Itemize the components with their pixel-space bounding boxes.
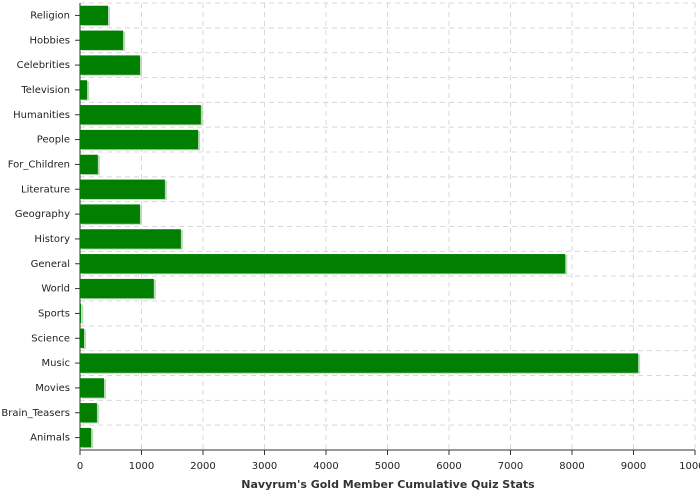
bar	[80, 179, 165, 199]
x-tick-label: 5000	[375, 461, 400, 472]
y-tick-label: Music	[42, 358, 70, 369]
y-tick-label: Science	[31, 333, 70, 344]
x-tick-label: 1000	[129, 461, 154, 472]
y-tick-label: Sports	[38, 308, 70, 319]
bar	[80, 129, 199, 150]
y-tick-label: Movies	[35, 383, 70, 394]
x-tick-label: 10000	[679, 461, 700, 472]
bar	[80, 254, 566, 274]
bar	[80, 378, 104, 398]
bar	[80, 303, 82, 324]
bar	[80, 5, 108, 26]
bar	[80, 353, 639, 373]
bar	[80, 427, 92, 448]
bar	[80, 278, 154, 299]
x-tick-label: 0	[77, 461, 83, 472]
bar-shadow	[82, 329, 86, 349]
bar	[80, 229, 181, 249]
y-tick-label: People	[37, 135, 70, 146]
x-tick-label: 7000	[498, 461, 523, 472]
y-tick-label: Brain_Teasers	[1, 408, 70, 419]
y-tick-label: Religion	[30, 10, 70, 21]
x-tick-label: 4000	[313, 461, 338, 472]
x-tick-label: 3000	[252, 461, 277, 472]
bar	[80, 204, 140, 224]
y-tick-label: Celebrities	[17, 60, 70, 71]
y-tick-label: World	[41, 284, 70, 295]
y-tick-label: General	[31, 259, 70, 270]
y-tick-label: Television	[20, 85, 70, 96]
bar	[80, 105, 201, 125]
y-tick-label: Humanities	[13, 110, 70, 121]
y-tick-label: Literature	[21, 184, 70, 195]
y-tick-label: For_Children	[8, 159, 70, 170]
chart-title: Navyrum's Gold Member Cumulative Quiz St…	[241, 478, 535, 491]
y-tick-label: Hobbies	[30, 35, 70, 46]
x-tick-label: 8000	[559, 461, 584, 472]
x-tick-label: 6000	[436, 461, 461, 472]
bar	[80, 80, 88, 100]
y-tick-label: History	[34, 234, 70, 245]
bar	[80, 328, 84, 348]
bar-shadow	[82, 304, 84, 325]
bar	[80, 403, 97, 423]
y-tick-label: Geography	[15, 209, 70, 220]
x-tick-label: 9000	[621, 461, 646, 472]
bar	[80, 30, 124, 50]
x-tick-label: 2000	[190, 461, 215, 472]
bar	[80, 154, 98, 175]
bar	[80, 55, 140, 75]
y-tick-label: Animals	[30, 433, 70, 444]
